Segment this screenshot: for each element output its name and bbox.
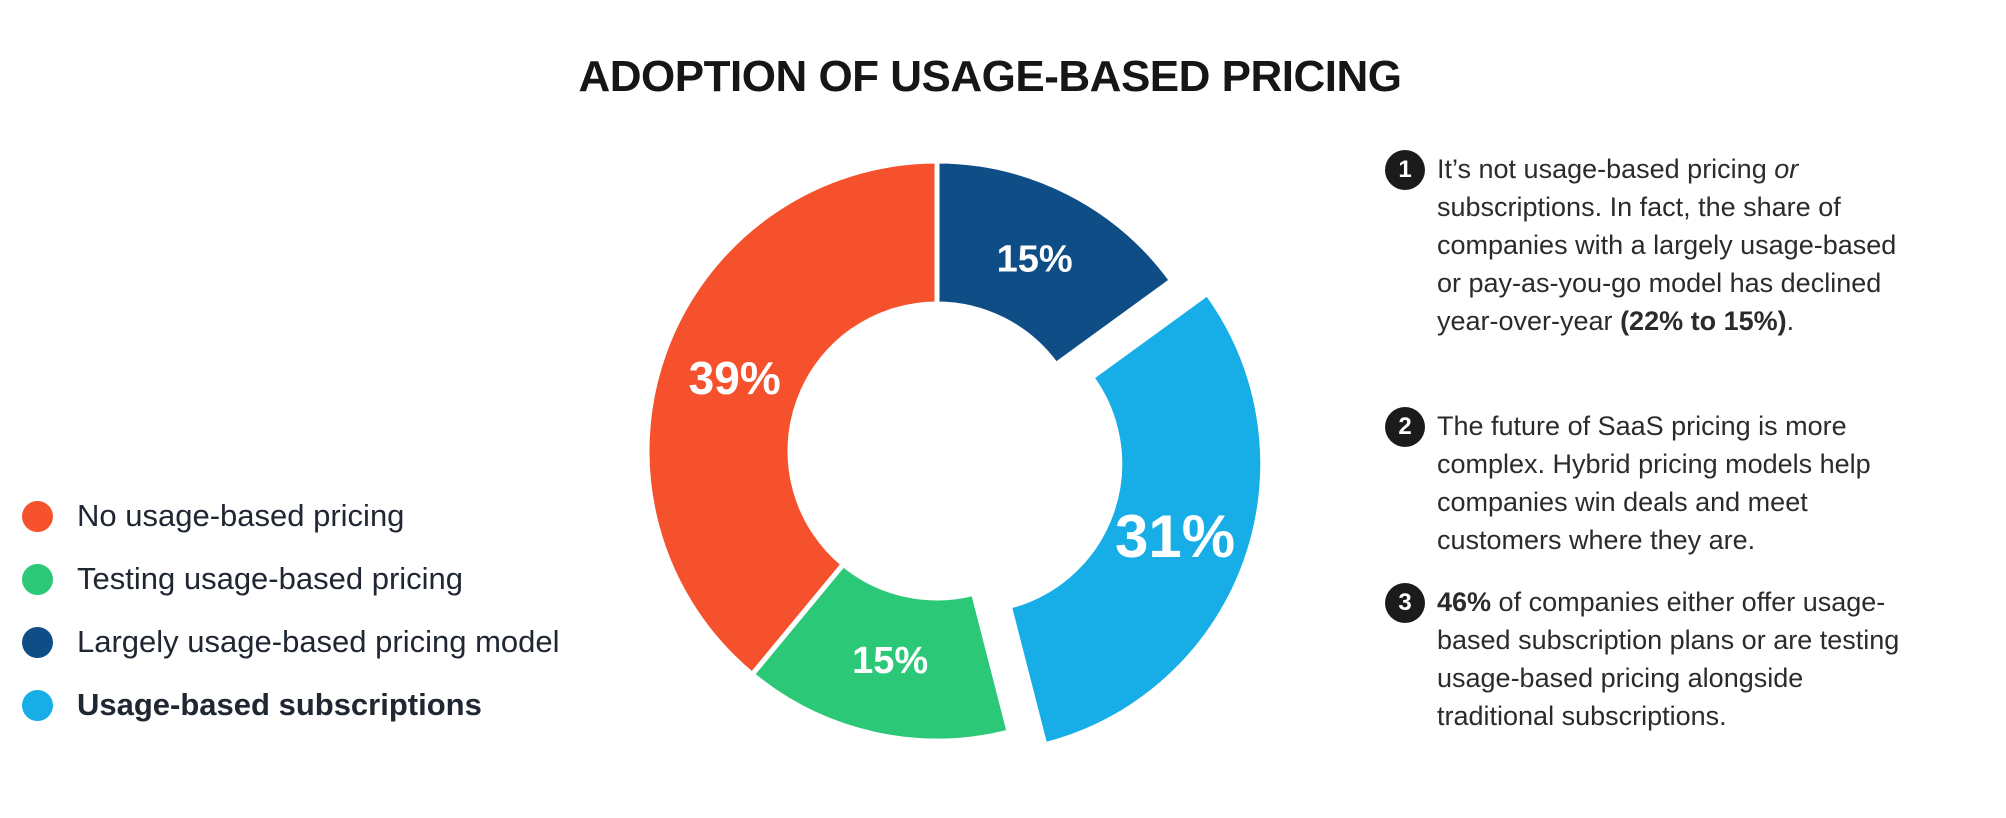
donut-slice-3 (749, 561, 1012, 744)
legend-item: Largely usage-based pricing model (22, 624, 560, 660)
annotation-text: It’s not usage-based pricing or subscrip… (1437, 150, 1915, 340)
annotation-text-run: (22% to 15%) (1620, 306, 1787, 336)
legend-item: Usage-based subscriptions (22, 687, 560, 723)
annotation-text-run: The future of SaaS pricing is more compl… (1437, 411, 1871, 555)
annotation-number-badge: 3 (1385, 583, 1425, 623)
chart-legend: No usage-based pricing Testing usage-bas… (22, 498, 560, 723)
legend-item: No usage-based pricing (22, 498, 560, 534)
donut-slice-2 (1006, 290, 1266, 748)
donut-slice-1 (934, 158, 1175, 368)
legend-item: Testing usage-based pricing (22, 561, 560, 597)
legend-swatch-icon (22, 563, 53, 595)
donut-chart: 15% 31% 15% 39% (644, 158, 1266, 748)
annotation-text-run: subscriptions. In fact, the share of com… (1437, 192, 1897, 336)
annotation-3: 3 46% of companies either offer usage-ba… (1385, 583, 1915, 735)
legend-swatch-icon (22, 689, 53, 721)
legend-label: Largely usage-based pricing model (77, 624, 560, 659)
donut-slice-4 (644, 158, 940, 677)
annotation-text-run: of companies either offer usage-based su… (1437, 587, 1900, 731)
annotation-1: 1 It’s not usage-based pricing or subscr… (1385, 150, 1915, 340)
chart-title: ADOPTION OF USAGE-BASED PRICING (578, 52, 1403, 101)
donut-slice-label-1: 15% (997, 238, 1073, 280)
annotation-text-run: 46% (1437, 587, 1492, 617)
annotation-text: The future of SaaS pricing is more compl… (1437, 407, 1915, 559)
annotation-text-run: or (1774, 154, 1799, 184)
donut-slice-label-2: 31% (1115, 503, 1235, 570)
legend-label: Testing usage-based pricing (77, 561, 464, 596)
legend-label: No usage-based pricing (77, 498, 405, 533)
annotation-text-run: It’s not usage-based pricing (1437, 154, 1775, 184)
annotation-text: 46% of companies either offer usage-base… (1437, 583, 1915, 735)
annotation-text-run: . (1786, 306, 1795, 336)
annotation-number-badge: 1 (1385, 150, 1425, 190)
annotation-number-badge: 2 (1385, 407, 1425, 447)
donut-slice-label-3: 15% (852, 640, 928, 682)
legend-label: Usage-based subscriptions (77, 687, 482, 722)
annotation-2: 2 The future of SaaS pricing is more com… (1385, 407, 1915, 559)
legend-swatch-icon (22, 500, 53, 532)
donut-slice-label-4: 39% (689, 352, 781, 404)
legend-swatch-icon (22, 626, 53, 658)
